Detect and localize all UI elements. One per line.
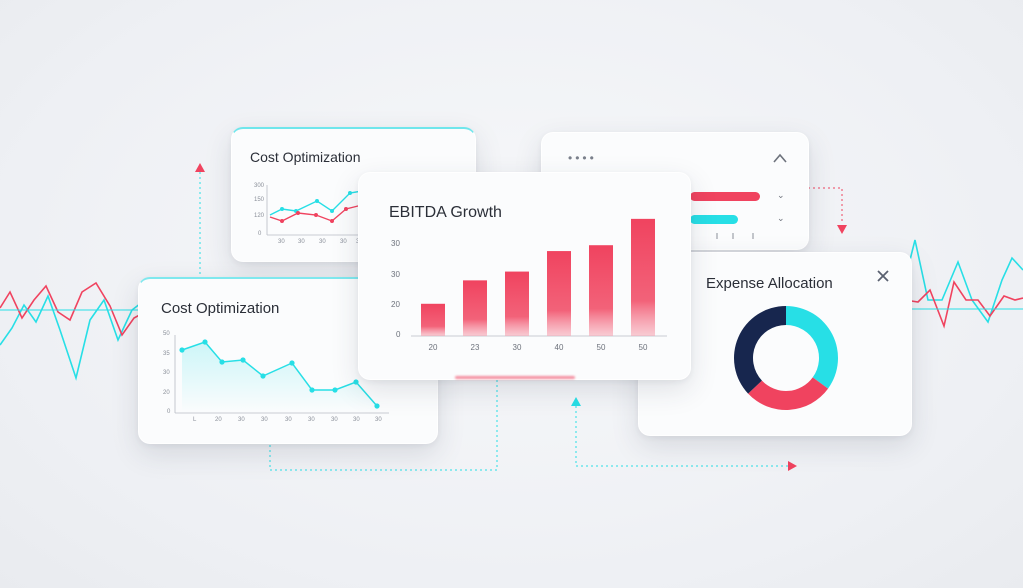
bar xyxy=(463,280,487,336)
data-point xyxy=(296,211,300,215)
x-tick: 30 xyxy=(261,417,268,423)
card-title: Cost Optimization xyxy=(250,149,361,165)
x-tick: L xyxy=(193,417,197,423)
chevron-up-icon[interactable] xyxy=(773,153,787,163)
cost-line-chart-small xyxy=(266,185,363,236)
expense-allocation-card: Expense Allocation xyxy=(638,252,912,436)
x-tick: 30 xyxy=(353,417,360,423)
card-title: Expense Allocation xyxy=(706,275,833,292)
card-title: EBITDA Growth xyxy=(389,204,502,221)
x-tick: 30 xyxy=(319,239,326,245)
y-tick: 50 xyxy=(163,331,170,337)
x-tick-label: 40 xyxy=(555,343,564,352)
data-point xyxy=(280,219,284,223)
left-cyan-wave xyxy=(0,293,146,381)
cyan-progress-bar xyxy=(690,215,738,224)
data-point xyxy=(374,403,380,409)
bar xyxy=(505,271,529,336)
data-point xyxy=(289,360,295,366)
data-point xyxy=(353,379,359,385)
chevron-down-icon[interactable]: ⌄ xyxy=(777,213,785,223)
close-icon[interactable] xyxy=(876,269,890,283)
data-point xyxy=(330,209,334,213)
red-progress-bar xyxy=(690,192,760,201)
x-tick-label: 50 xyxy=(639,343,648,352)
x-tick: 30 xyxy=(285,417,292,423)
slider-ticks xyxy=(716,233,754,239)
ebitda-bar-chart: 20 23 30 40 50 50 xyxy=(411,218,667,352)
y-tick: 20 xyxy=(163,390,170,396)
y-tick: 30 xyxy=(391,270,400,279)
data-point xyxy=(332,387,338,393)
right-red-wave xyxy=(904,280,1023,329)
left-red-wave xyxy=(0,281,146,337)
connector-bottom-right xyxy=(575,406,788,467)
donut-slice xyxy=(734,306,786,394)
data-point xyxy=(202,339,208,345)
y-tick: 20 xyxy=(391,300,400,309)
x-tick: 30 xyxy=(331,417,338,423)
x-tick: 30 xyxy=(238,417,245,423)
data-point xyxy=(260,373,266,379)
ebitda-growth-card: EBITDA Growth 20 23 30 40 50 50 30 30 20 0 xyxy=(358,172,691,380)
y-tick: 150 xyxy=(254,197,265,203)
area-fill xyxy=(182,342,377,413)
x-tick: 30 xyxy=(298,239,305,245)
y-tick: 0 xyxy=(396,330,401,339)
card-title: Cost Optimization xyxy=(161,300,280,317)
donut-slice xyxy=(748,377,829,410)
y-tick: 30 xyxy=(391,239,400,248)
connector-top-right xyxy=(808,187,843,224)
x-tick-label: 20 xyxy=(429,343,438,352)
y-tick: 300 xyxy=(254,183,265,189)
data-point xyxy=(240,357,246,363)
y-tick: 30 xyxy=(163,370,170,376)
arrow-right-red-icon xyxy=(788,461,797,471)
bar xyxy=(547,251,571,336)
connector-bottom-left xyxy=(269,380,498,471)
bar xyxy=(631,218,655,336)
data-point xyxy=(314,213,318,217)
x-tick-label: 30 xyxy=(513,343,522,352)
x-tick-label: 23 xyxy=(471,343,480,352)
y-tick: 0 xyxy=(167,409,171,415)
right-cyan-wave xyxy=(904,239,1023,324)
x-tick: 30 xyxy=(278,239,285,245)
data-point xyxy=(344,207,348,211)
x-tick: 20 xyxy=(215,417,222,423)
y-tick: 35 xyxy=(163,351,170,357)
x-tick: 30 xyxy=(375,417,382,423)
data-point xyxy=(219,359,225,365)
data-point xyxy=(330,219,334,223)
x-tick: 30 xyxy=(308,417,315,423)
arrow-up-red-icon xyxy=(195,163,205,172)
arrow-up-cyan-icon xyxy=(571,397,581,406)
data-point xyxy=(309,387,315,393)
series-cyan-line xyxy=(269,190,363,216)
arrow-down-red-icon xyxy=(837,225,847,234)
chevron-down-icon[interactable]: ⌄ xyxy=(777,190,785,200)
dots-menu-icon[interactable]: •••• xyxy=(568,151,597,165)
y-tick: 120 xyxy=(254,213,265,219)
x-tick: 30 xyxy=(340,239,347,245)
y-tick: 0 xyxy=(258,231,262,237)
card-glow-red xyxy=(455,376,575,379)
data-point xyxy=(315,199,319,203)
bar xyxy=(421,303,445,336)
cost-line-chart xyxy=(174,335,389,414)
expense-donut-chart xyxy=(734,306,838,410)
bar xyxy=(589,245,613,336)
donut-slice xyxy=(786,306,838,389)
data-point xyxy=(280,207,284,211)
series-cyan-line xyxy=(181,341,378,407)
data-point xyxy=(179,347,185,353)
x-tick-label: 50 xyxy=(597,343,606,352)
data-point xyxy=(348,191,352,195)
